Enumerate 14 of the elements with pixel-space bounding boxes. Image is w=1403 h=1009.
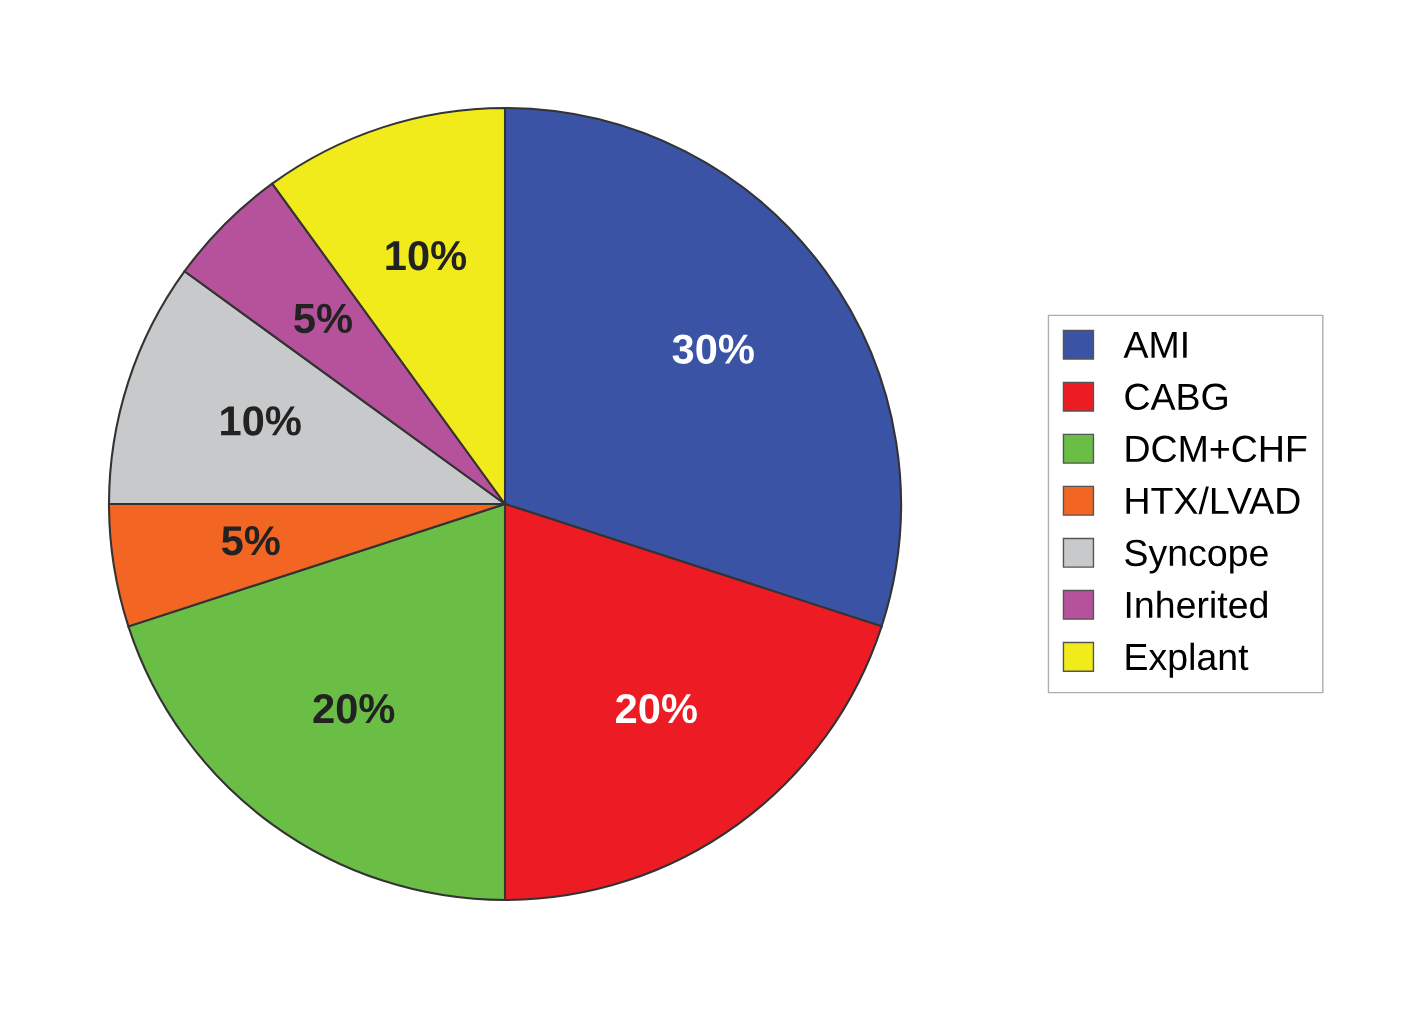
legend-label: Syncope (1125, 539, 1268, 574)
data-label: 20% (616, 693, 697, 724)
legend-label: HTX/LVAD (1126, 486, 1300, 515)
data-label: 20% (313, 693, 395, 724)
data-label: 10% (386, 240, 467, 271)
data-label: 5% (294, 303, 352, 334)
legend-label: DCM+CHF (1126, 435, 1307, 463)
legend-label: Inherited (1126, 590, 1267, 619)
data-label: 5% (221, 526, 280, 556)
legend-label: AMI (1123, 331, 1187, 358)
data-label: 30% (672, 334, 754, 364)
data-label: 10% (221, 406, 301, 436)
legend-label: Explant (1126, 642, 1249, 678)
legend-label: CABG (1125, 383, 1227, 411)
